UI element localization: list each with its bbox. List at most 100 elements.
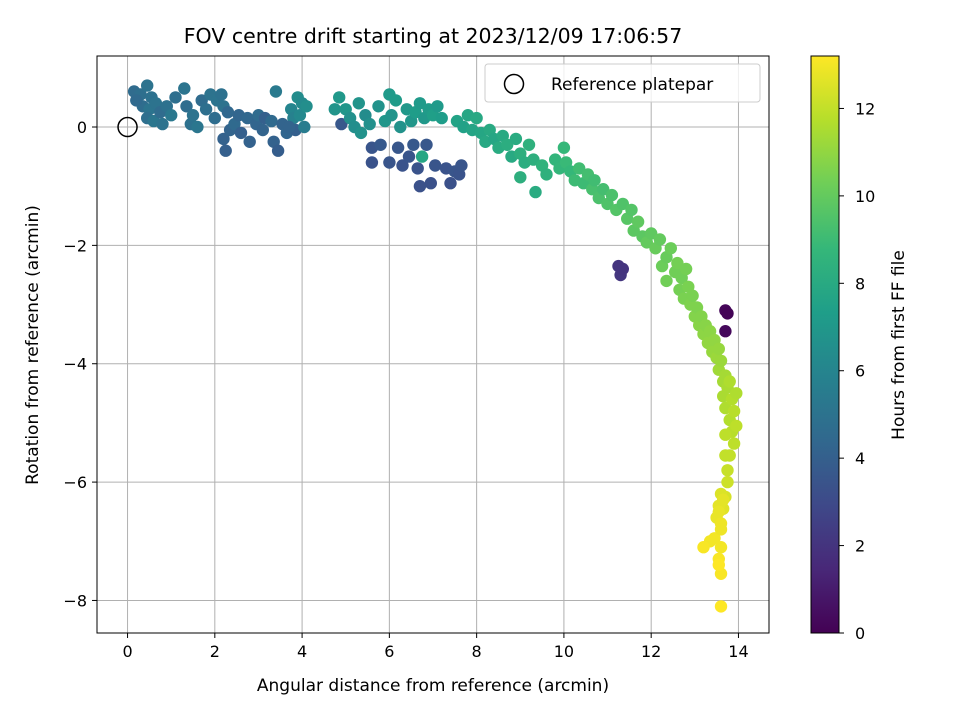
data-point [727, 437, 741, 450]
y-tick-label: −6 [63, 473, 87, 492]
data-point [256, 123, 269, 137]
chart-title: FOV centre drift starting at 2023/12/09 … [184, 24, 683, 48]
data-point [712, 558, 725, 572]
points-layer [117, 79, 743, 613]
data-point [509, 132, 523, 146]
data-point [616, 197, 629, 211]
y-tick-label: −4 [63, 355, 87, 374]
data-point [719, 449, 732, 462]
data-point [221, 106, 235, 119]
data-point [180, 100, 193, 113]
data-point [243, 135, 256, 148]
data-point [717, 493, 730, 506]
colorbar-title: Hours from first FF file [889, 250, 909, 440]
reference-platepar-marker [117, 116, 138, 138]
data-point [208, 111, 221, 125]
colorbar-gradient [810, 55, 840, 634]
data-point [186, 109, 200, 122]
data-point [169, 91, 182, 104]
data-point [411, 162, 424, 175]
y-tick-label: −8 [63, 591, 87, 610]
data-point [282, 120, 296, 134]
data-point [723, 375, 736, 388]
data-point [389, 94, 403, 107]
data-point [660, 274, 673, 288]
legend: Reference platepar [484, 63, 761, 103]
data-point [719, 325, 732, 338]
colorbar-tick-label: 12 [855, 99, 875, 118]
data-point [697, 541, 710, 554]
x-tick-label: 12 [641, 642, 661, 661]
data-point [385, 109, 398, 122]
colorbar-tick-label: 0 [855, 624, 865, 643]
data-point [714, 354, 728, 367]
data-point [265, 114, 278, 128]
data-point [721, 475, 734, 489]
data-point [714, 600, 728, 613]
data-point [645, 227, 658, 240]
data-point [721, 307, 734, 320]
data-point [588, 174, 601, 187]
data-point [300, 100, 313, 113]
data-point [269, 85, 283, 98]
data-point [354, 126, 368, 140]
grid-layer [97, 56, 769, 633]
data-point [413, 180, 427, 193]
data-point [352, 97, 365, 110]
data-point [241, 111, 254, 125]
colorbar-tick-label: 10 [855, 187, 875, 206]
data-point [374, 138, 387, 151]
data-point [597, 183, 610, 196]
data-point [415, 150, 429, 163]
x-tick-label: 14 [728, 642, 748, 661]
data-point [431, 100, 444, 113]
data-point [328, 103, 341, 116]
data-point [631, 215, 645, 228]
data-point [165, 109, 178, 122]
data-point [396, 159, 409, 172]
colorbar: 0 2 4 6 8 10 12 [810, 55, 875, 643]
data-point [712, 505, 725, 518]
y-tick-label: −2 [63, 236, 87, 255]
data-point [714, 523, 728, 536]
data-point [402, 150, 416, 163]
data-point [420, 138, 433, 151]
data-point [501, 138, 514, 151]
x-tick-label: 8 [472, 642, 482, 661]
data-point [653, 233, 667, 246]
axes-layer: 0 2 4 6 8 10 12 14 0 −2 −4 −6 −8 [63, 55, 770, 661]
data-point [527, 153, 540, 166]
colorbar-tick-label: 4 [855, 449, 865, 468]
x-tick-label: 6 [384, 642, 394, 661]
data-point [522, 138, 536, 151]
data-point [217, 132, 230, 146]
data-point [435, 111, 448, 125]
data-point [714, 541, 728, 554]
x-tick-label: 2 [210, 642, 220, 661]
data-point [215, 88, 228, 101]
data-point [365, 156, 379, 169]
data-point [616, 262, 629, 276]
data-point [333, 91, 346, 104]
data-point [664, 242, 677, 255]
plot-frame [96, 55, 770, 634]
data-point [335, 117, 348, 131]
data-point [730, 419, 743, 433]
data-point [557, 141, 571, 154]
legend-box [484, 63, 761, 103]
data-point [363, 117, 376, 131]
data-point [625, 203, 638, 217]
data-point [156, 117, 169, 131]
data-point [372, 100, 385, 113]
data-point [605, 188, 619, 202]
data-point [178, 82, 191, 95]
data-point [470, 111, 483, 125]
data-point [719, 428, 732, 441]
data-point [679, 262, 693, 276]
x-axis-title: Angular distance from reference (arcmin) [257, 676, 609, 696]
data-point [130, 94, 143, 107]
data-point [394, 120, 407, 134]
y-tick-label: 0 [77, 118, 87, 137]
data-point [407, 138, 420, 151]
